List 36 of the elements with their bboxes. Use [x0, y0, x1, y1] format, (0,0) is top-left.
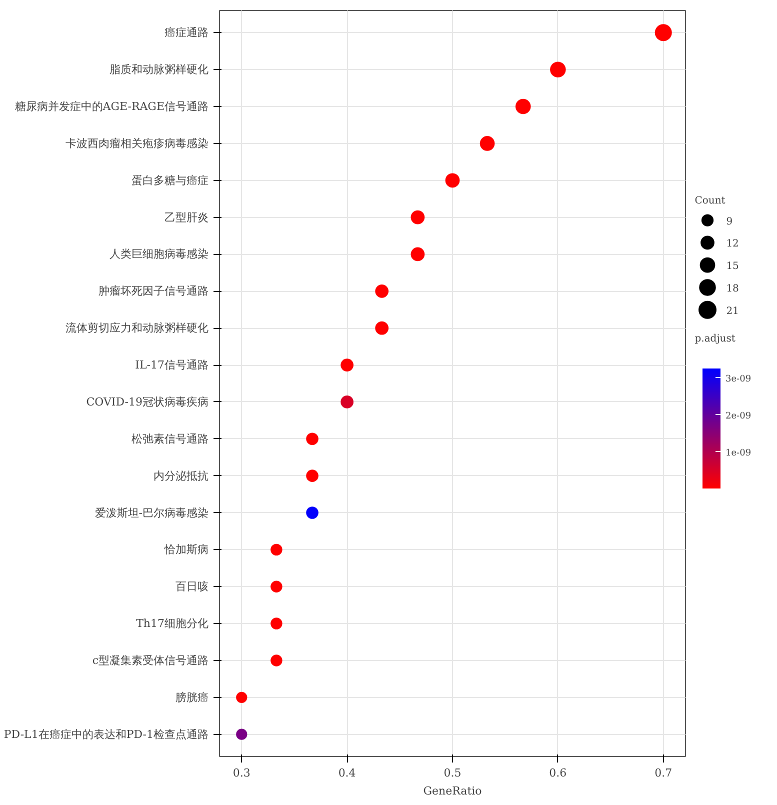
color-bar-label: 2e-09 — [726, 411, 752, 422]
y-tick-label: 松弛素信号通路 — [132, 432, 208, 446]
y-tick-label: c型凝集素受体信号通路 — [92, 654, 209, 667]
x-tick-label: 0.6 — [549, 766, 567, 780]
y-tick-label: PD-L1在癌症中的表达和PD-1检查点通路 — [4, 728, 209, 741]
y-tick-label: 爱泼斯坦-巴尔病毒感染 — [94, 506, 208, 520]
color-bar-label: 3e-09 — [726, 374, 752, 384]
y-tick-label: 脂质和动脉粥样硬化 — [110, 63, 208, 76]
x-tick-label: 0.5 — [444, 766, 462, 780]
color-bar-label: 1e-09 — [726, 448, 752, 458]
y-tick-label: 癌症通路 — [164, 26, 208, 40]
legend-title: Count — [694, 195, 726, 206]
legend-label: 21 — [726, 306, 739, 317]
y-tick-label: 糖尿病并发症中的AGE-RAGE信号通路 — [14, 100, 209, 114]
y-tick-label: 内分泌抵抗 — [154, 469, 208, 482]
color-bar-title: p.adjust — [694, 333, 736, 344]
y-tick-label: 膀胱癌 — [176, 690, 208, 704]
legend-label: 18 — [726, 283, 739, 294]
y-tick-label: COVID-19冠状病毒疾病 — [86, 395, 209, 408]
y-tick-label: 百日咳 — [176, 580, 208, 594]
x-tick-label: 0.7 — [654, 766, 672, 780]
y-tick-label: 流体剪切应力和动脉粥样硬化 — [66, 322, 208, 335]
x-tick-label: 0.4 — [338, 766, 356, 780]
y-tick-label: 人类巨细胞病毒感染 — [110, 248, 208, 261]
y-tick-label: 卡波西肉瘤相关疱疹病毒感染 — [66, 136, 208, 150]
y-tick-label: 肿瘤坏死因子信号通路 — [98, 284, 208, 298]
legend-label: 9 — [726, 216, 733, 228]
legend-label: 12 — [726, 238, 739, 250]
y-tick-label: 乙型肝炎 — [164, 210, 208, 224]
x-tick-label: 0.3 — [232, 766, 250, 780]
legend-label: 15 — [726, 261, 739, 272]
y-tick-label: 恰加斯病 — [164, 543, 208, 556]
y-tick-label: Th17细胞分化 — [136, 617, 209, 630]
x-axis-title: GeneRatio — [423, 784, 482, 798]
y-tick-label: IL-17信号通路 — [135, 358, 209, 372]
y-tick-label: 蛋白多糖与癌症 — [132, 174, 208, 187]
